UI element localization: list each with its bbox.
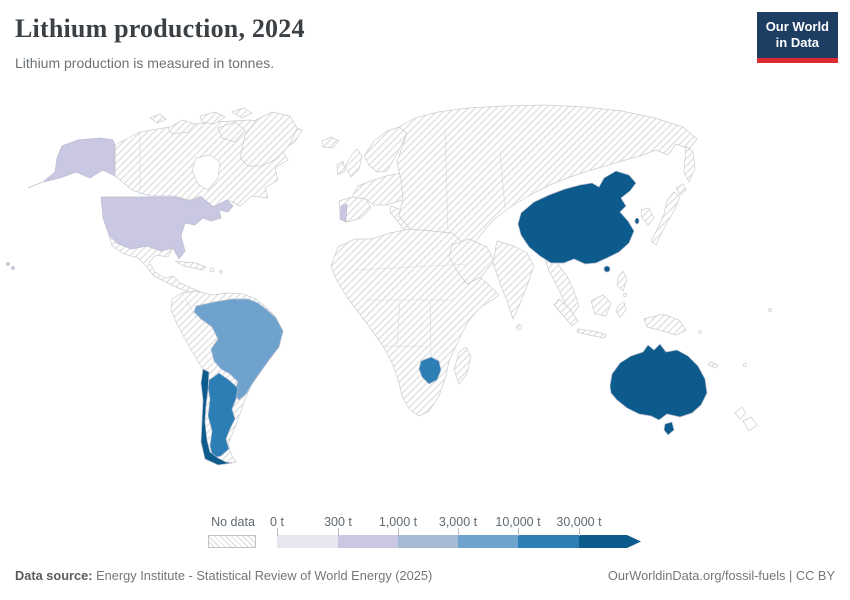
legend-tick-label: 10,000 t	[495, 515, 541, 529]
legend-tick-mark	[579, 528, 580, 536]
legend-no-data-swatch[interactable]	[208, 535, 256, 548]
legend-bin-0[interactable]	[277, 535, 338, 548]
country-united-states[interactable]	[6, 137, 234, 270]
data-source-label: Data source:	[15, 568, 93, 583]
legend-bin-1[interactable]	[338, 535, 398, 548]
no-data-landmass[interactable]	[108, 104, 772, 465]
legend-no-data-label: No data	[211, 515, 255, 529]
country-india	[492, 240, 535, 320]
country-australia[interactable]	[609, 343, 708, 436]
country-brazil[interactable]	[193, 298, 284, 401]
chart-footer: Data source: Energy Institute - Statisti…	[0, 568, 850, 583]
country-zimbabwe[interactable]	[418, 356, 442, 385]
owid-logo-line1: Our World	[765, 19, 829, 34]
legend-tick-label: 0 t	[270, 515, 284, 529]
country-papua-new-guinea	[643, 313, 687, 336]
legend-tick-mark	[398, 528, 399, 536]
country-chile[interactable]	[200, 368, 233, 466]
legend-bin-4[interactable]	[518, 535, 579, 548]
page-title: Lithium production, 2024	[15, 14, 305, 43]
asia-no-data	[396, 104, 698, 253]
legend-bin-5[interactable]	[579, 535, 641, 548]
world-map-container	[0, 88, 850, 518]
legend-tick-label: 1,000 t	[378, 515, 418, 529]
hudson-bay	[191, 154, 221, 191]
legend-tick-mark	[338, 528, 339, 536]
legend-tick-label: 30,000 t	[556, 515, 602, 529]
country-japan	[650, 191, 681, 246]
legend-tick-mark	[518, 528, 519, 536]
owid-logo-line2: in Data	[775, 35, 820, 51]
country-new-zealand[interactable]	[734, 406, 758, 432]
legend-tick-mark	[458, 528, 459, 536]
country-greenland	[239, 111, 298, 167]
country-argentina[interactable]	[207, 372, 239, 459]
data-source-text: Energy Institute - Statistical Review of…	[92, 568, 433, 583]
country-portugal[interactable]	[339, 203, 348, 223]
credit-link[interactable]: OurWorldinData.org/fossil-fuels | CC BY	[607, 568, 835, 583]
legend-bin-3[interactable]	[458, 535, 518, 548]
country-madagascar	[453, 346, 472, 385]
legend-tick-label: 300 t	[324, 515, 352, 529]
legend-tick-mark	[277, 528, 278, 536]
legend-scale: 0 t 300 t 1,000 t 3,000 t 10,000 t 30,000 t	[208, 515, 658, 555]
map-legend: No data 0 t 300 t 1,000 t 3,000 t 10,000 t 30…	[208, 515, 658, 555]
world-map	[6, 104, 772, 466]
legend-bin-2[interactable]	[398, 535, 458, 548]
legend-tick-label: 3,000 t	[438, 515, 478, 529]
region-arabia	[448, 238, 495, 285]
data-source: Data source: Energy Institute - Statisti…	[15, 568, 432, 583]
country-china[interactable]	[517, 170, 640, 273]
owid-logo[interactable]: Our World in Data	[756, 12, 838, 63]
chart-subtitle: Lithium production is measured in tonnes…	[15, 55, 275, 71]
